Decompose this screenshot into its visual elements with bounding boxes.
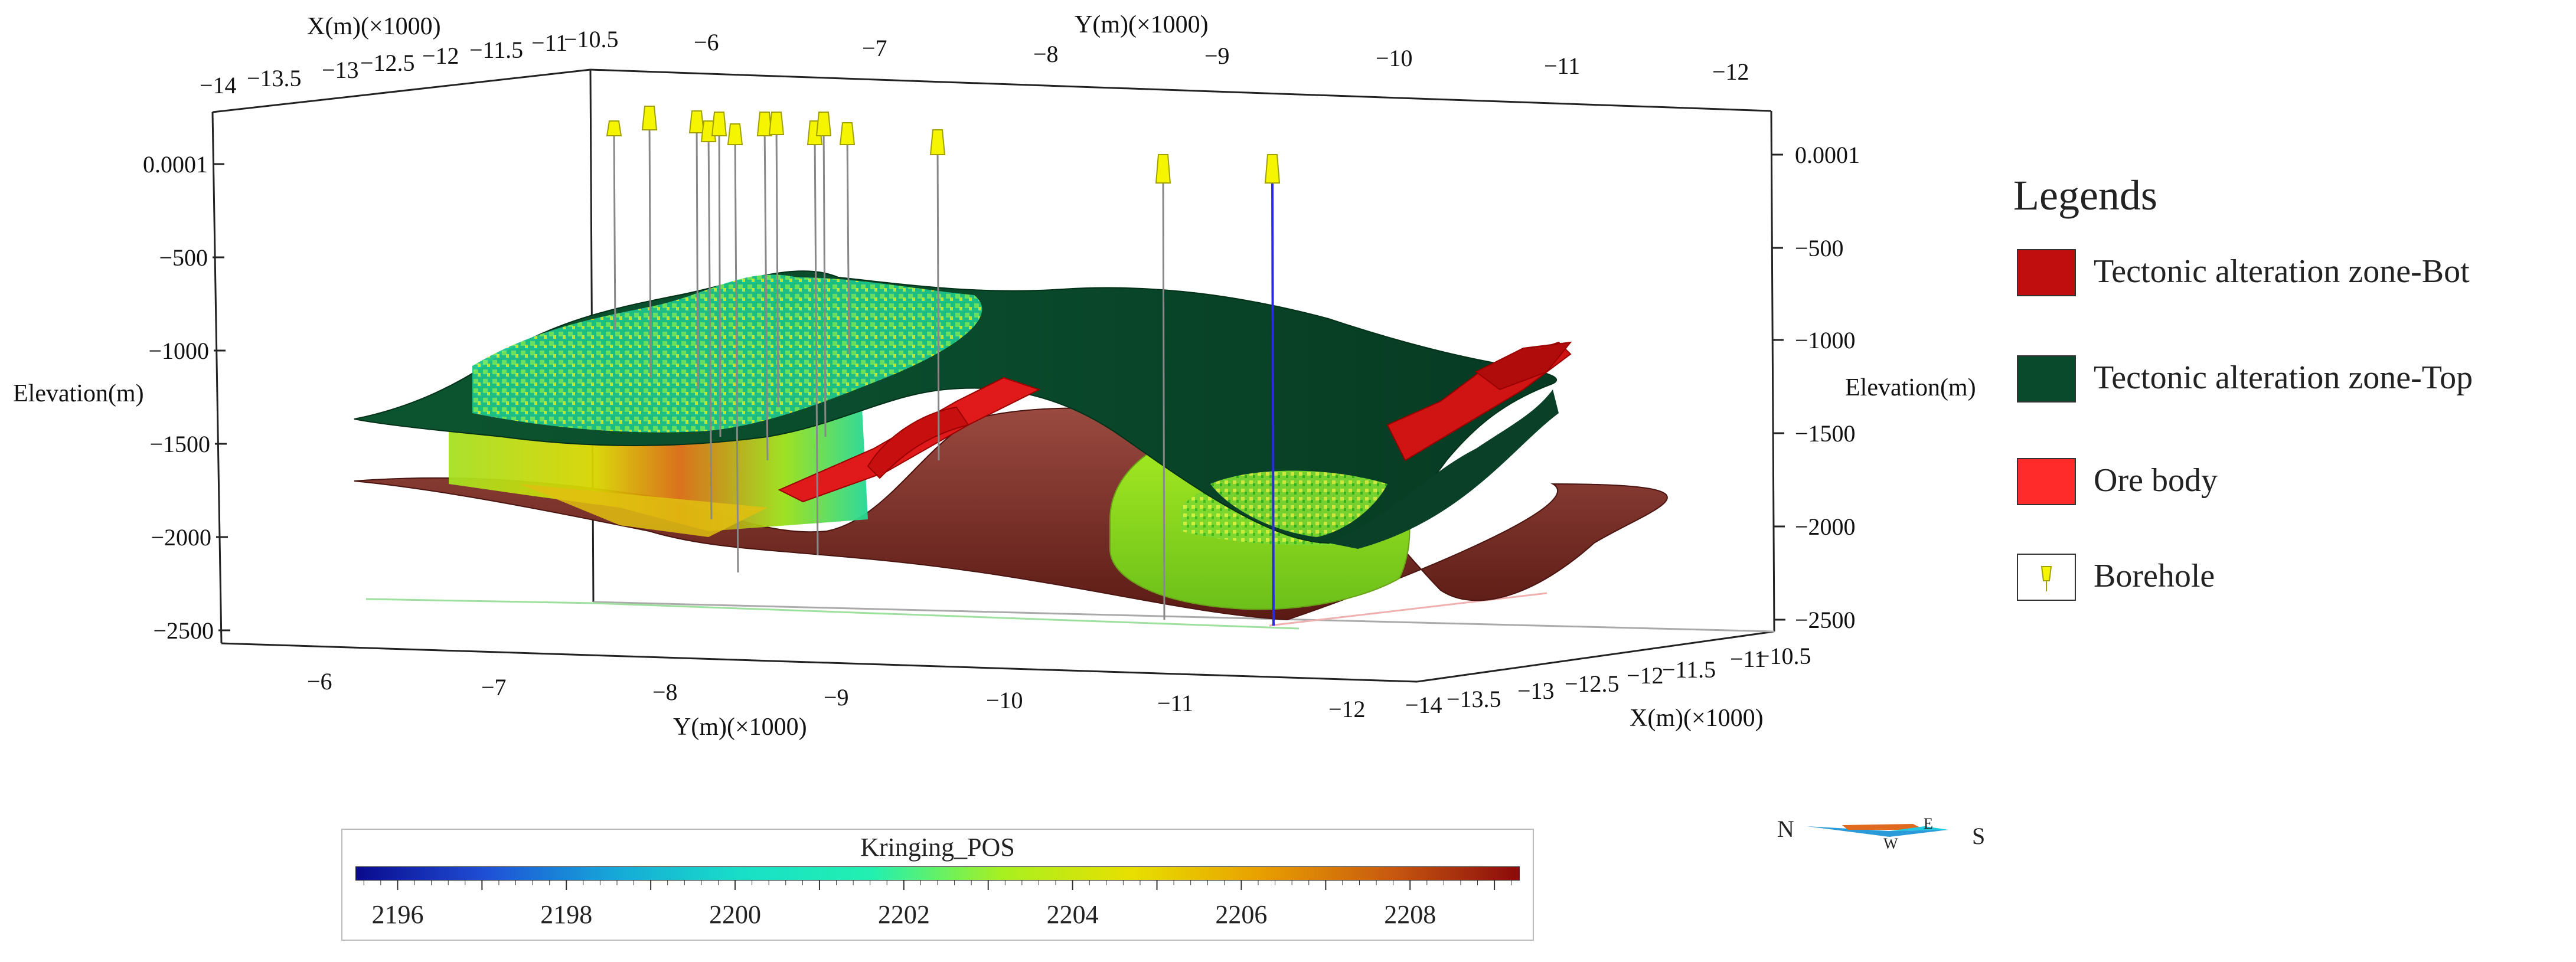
kriging-surface-dots-right <box>1210 470 1387 537</box>
colorbar-tick-label: 2204 <box>1046 900 1099 929</box>
elevation-right-label: Elevation(m) <box>1845 374 1976 401</box>
colorbar-tick-label: 2206 <box>1215 900 1268 929</box>
y-tick-top: −12 <box>1712 58 1749 85</box>
elev-ticks-left: 0.0001 −500 −1000 −1500 −2000 −2500 <box>143 151 214 644</box>
x-tick-top: −12 <box>422 42 459 69</box>
x-tick-bottom: −14 <box>1405 692 1442 718</box>
elev-tick-right: −2000 <box>1795 513 1856 540</box>
tick-marks <box>213 153 1785 631</box>
kriging-surface-dots <box>472 274 982 433</box>
x-tick-top: −11 <box>531 30 567 56</box>
colorbar: Kringing_POS 2196 2198 2200 2202 2204 2206 220… <box>341 829 1534 941</box>
compass-arrow-icon <box>1807 826 1948 837</box>
legend-label: Tectonic alteration zone-Top <box>2094 359 2473 396</box>
tectonic-bot-swatch <box>2017 249 2076 296</box>
x-tick-top: −13 <box>322 57 359 83</box>
colorbar-title: Kringing_POS <box>860 833 1015 862</box>
y-tick-top: −6 <box>694 29 719 55</box>
borehole-markers <box>606 106 1281 184</box>
legend-label: Ore body <box>2094 462 2218 499</box>
y-tick-top: −7 <box>862 35 887 61</box>
legend-item-tectonic-bot: Tectonic alteration zone-Bot <box>2017 249 2566 306</box>
x-tick-bottom: −12.5 <box>1565 670 1620 697</box>
x-ticks-top: −14 −13.5 −13 −12.5 −12 −11.5 −11 −10.5 <box>200 26 619 99</box>
axis-frame <box>211 68 1775 683</box>
elev-tick-left: −2000 <box>151 524 211 551</box>
kriging-block-lower <box>520 484 768 537</box>
top-surface-right-fold <box>1328 390 1559 549</box>
elev-ticks-right: 0.0001 −500 −1000 −1500 −2000 −2500 <box>1795 142 1860 633</box>
elev-tick-left: −2500 <box>153 617 214 644</box>
colorbar-tick-label: 2198 <box>540 900 593 929</box>
legend-item-tectonic-top: Tectonic alteration zone-Top <box>2017 355 2566 412</box>
y-tick-bottom: −8 <box>652 679 678 705</box>
boreholes <box>613 117 1275 626</box>
y-tick-bottom: −7 <box>481 674 507 701</box>
compass-west: W <box>1883 835 1898 852</box>
colorbar-tick-label: 2200 <box>709 900 762 929</box>
tectonic-top-swatch <box>2017 355 2076 403</box>
x-tick-bottom: −11 <box>1730 646 1766 672</box>
legend-item-borehole: Borehole <box>2017 554 2566 610</box>
y-tick-top: −8 <box>1033 41 1059 67</box>
x-ticks-bottom: −14 −13.5 −13 −12.5 −12 −11.5 −11 −10.5 <box>1405 643 1811 718</box>
elev-tick-right: −1000 <box>1795 327 1856 354</box>
x-tick-top: −10.5 <box>564 26 619 53</box>
elev-tick-left: −1000 <box>148 338 209 364</box>
ground-lines <box>365 592 1775 633</box>
x-axis-bottom-label: X(m)(×1000) <box>1630 705 1764 732</box>
elev-tick-right: −500 <box>1795 235 1844 261</box>
y-tick-bottom: −9 <box>824 684 849 711</box>
x-tick-bottom: −11.5 <box>1662 656 1716 683</box>
ore-body-swatch <box>2017 458 2076 505</box>
x-tick-top: −11.5 <box>469 37 523 63</box>
ore-bodies <box>778 341 1572 503</box>
x-axis-top-label: X(m)(×1000) <box>307 13 441 40</box>
elev-tick-left: −1500 <box>149 431 210 457</box>
y-tick-bottom: −6 <box>307 668 332 695</box>
legend-title: Legends <box>2013 172 2157 219</box>
y-tick-top: −10 <box>1376 45 1413 71</box>
compass-south: S <box>1972 823 1985 849</box>
x-tick-bottom: −13 <box>1517 678 1555 704</box>
x-tick-top: −12.5 <box>360 50 415 76</box>
x-tick-top: −13.5 <box>247 65 302 91</box>
compass-north: N <box>1777 816 1794 842</box>
elev-tick-right: −1500 <box>1795 420 1856 447</box>
elev-tick-right: −2500 <box>1795 607 1856 633</box>
legend-label: Tectonic alteration zone-Bot <box>2094 253 2470 290</box>
x-tick-bottom: −12 <box>1627 662 1664 689</box>
y-tick-bottom: −12 <box>1328 696 1366 722</box>
legend: Legends Tectonic alteration zone-Bot Tec… <box>2013 171 2568 643</box>
y-tick-bottom: −10 <box>986 687 1023 714</box>
y-tick-top: −11 <box>1544 53 1580 79</box>
colorbar-tick-label: 2202 <box>877 900 930 929</box>
elev-tick-right: 0.0001 <box>1795 142 1860 168</box>
elev-tick-left: −500 <box>159 244 208 271</box>
borehole-icon <box>2017 554 2076 601</box>
x-tick-bottom: −13.5 <box>1447 686 1501 712</box>
x-tick-bottom: −10.5 <box>1756 643 1811 669</box>
elev-tick-left: 0.0001 <box>143 151 208 178</box>
legend-item-ore-body: Ore body <box>2017 458 2566 515</box>
y-axis-top-label: Y(m)(×1000) <box>1075 11 1209 38</box>
colorbar-tick-label: 2208 <box>1384 900 1436 929</box>
elevation-left-label: Elevation(m) <box>13 380 144 407</box>
y-tick-top: −9 <box>1204 42 1230 69</box>
compass-plate-icon <box>1842 824 1925 830</box>
y-tick-bottom: −11 <box>1157 690 1193 716</box>
compass: N W E S <box>1771 803 2019 862</box>
x-tick-top: −14 <box>200 72 237 99</box>
compass-east: E <box>1924 815 1933 832</box>
y-ticks-bottom: −6 −7 −8 −9 −10 −11 −12 <box>307 668 1366 722</box>
colorbar-gradient <box>355 866 1520 881</box>
colorbar-ticks <box>363 881 1512 890</box>
legend-label: Borehole <box>2094 558 2215 594</box>
colorbar-tick-label: 2196 <box>371 900 424 929</box>
y-axis-bottom-label: Y(m)(×1000) <box>673 714 807 741</box>
y-ticks-top: −6 −7 −8 −9 −10 −11 −12 <box>694 29 1749 85</box>
